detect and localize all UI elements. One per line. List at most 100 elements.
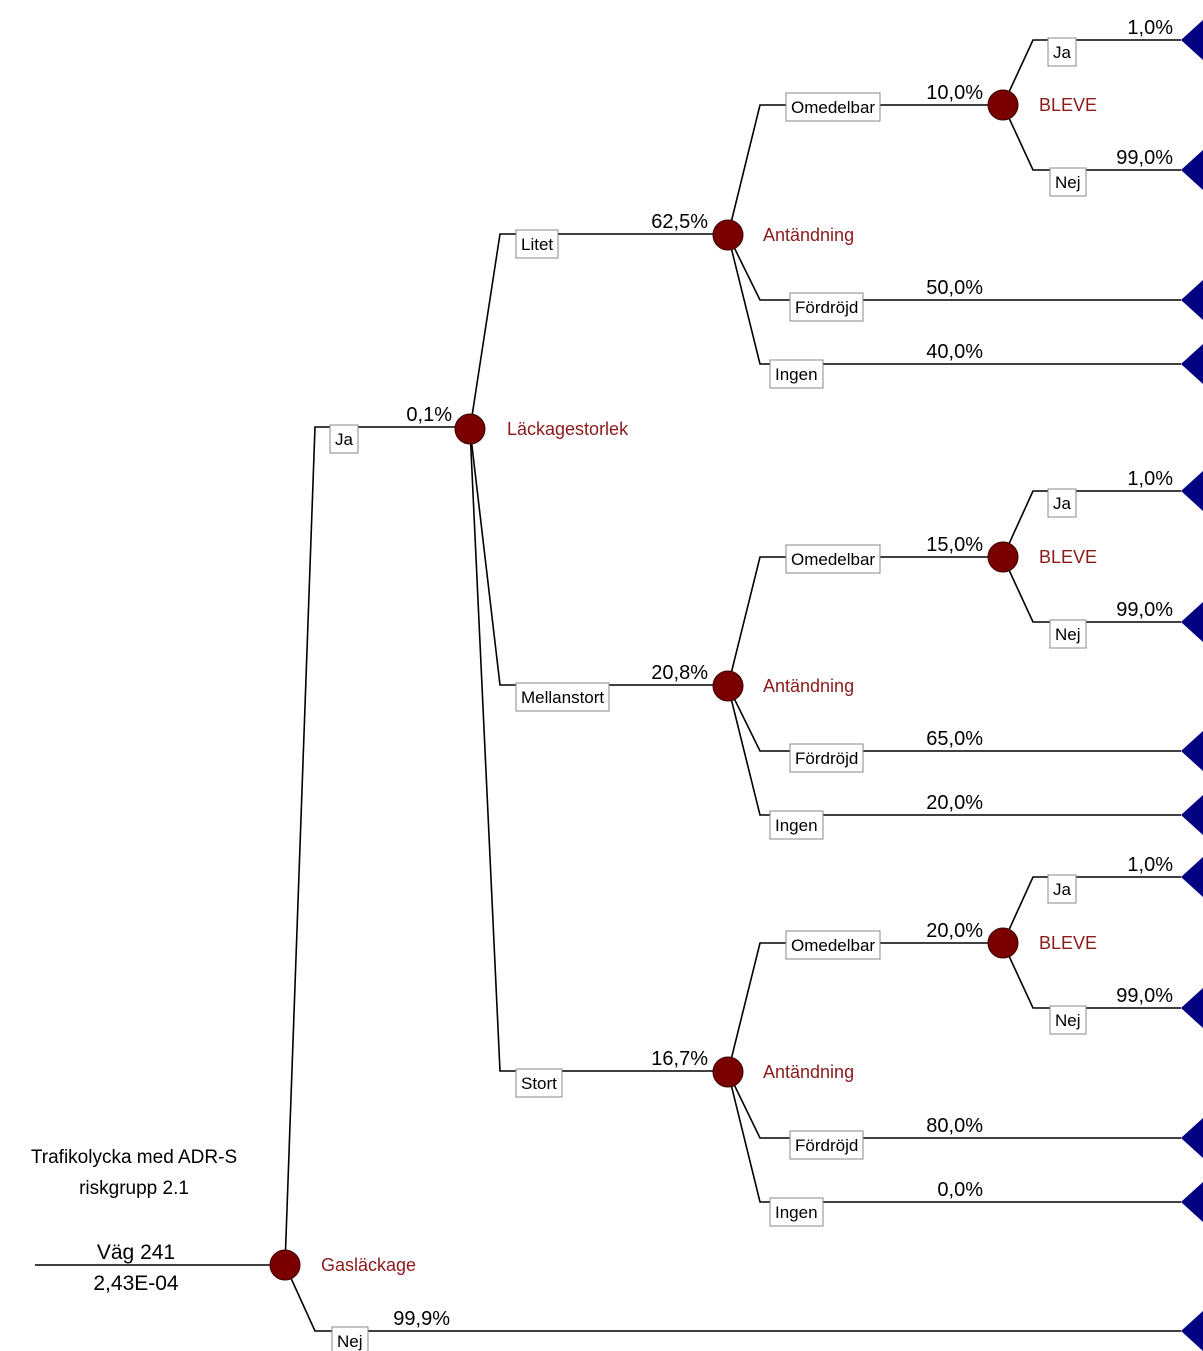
delayed-large-prob: 80,0% <box>926 1115 983 1137</box>
terminal-markers <box>1181 20 1203 1351</box>
leak-size-medium-line <box>469 428 516 686</box>
no-ignition-large-label-box <box>769 1197 824 1227</box>
immediate-large-label-box <box>785 930 881 960</box>
bleve-node-medium <box>987 541 1019 573</box>
leak-size-node <box>454 413 486 445</box>
leak-size-large-label: Stort <box>521 1074 557 1093</box>
terminal-bleve-no-large <box>1181 988 1203 1028</box>
bleve-no-small-label-box <box>1049 167 1087 197</box>
delayed-large-label: Fördröjd <box>795 1136 858 1155</box>
terminal-no-ignition-medium <box>1181 795 1203 835</box>
bleve-yes-small-prob: 1,0% <box>1127 17 1173 39</box>
bleve-yes-medium-label-box <box>1047 488 1077 518</box>
root-frequency: 2,43E-04 <box>93 1272 179 1295</box>
immediate-small-label-box <box>785 92 881 122</box>
leak-size-small-label-box <box>515 229 559 259</box>
no-ignition-small-prob: 40,0% <box>926 341 983 363</box>
gas-leak-no-label-box <box>331 1326 369 1351</box>
root-location: Väg 241 <box>97 1241 175 1264</box>
immediate-medium-line <box>727 556 786 687</box>
delayed-medium-label: Fördröjd <box>795 749 858 768</box>
bleve-yes-medium-prob: 1,0% <box>1127 468 1173 490</box>
branch-label-boxes <box>329 37 1087 1351</box>
gas-leak-node <box>269 1249 301 1281</box>
bleve-no-large-label-box <box>1049 1005 1087 1035</box>
delayed-large-line <box>727 1071 790 1139</box>
bleve-no-medium-prob: 99,0% <box>1116 599 1173 621</box>
ignition-node-label-medium: Antändning <box>763 676 854 696</box>
gas-leak-node-label: Gasläckage <box>321 1255 416 1275</box>
bleve-node-label-small: BLEVE <box>1039 95 1097 115</box>
tree-title-line2: riskgrupp 2.1 <box>79 1178 189 1199</box>
ignition-node-small <box>712 219 744 251</box>
immediate-medium-label: Omedelbar <box>791 550 875 569</box>
delayed-small-line <box>727 234 790 301</box>
bleve-node-large <box>987 927 1019 959</box>
gas-leak-no-label: Nej <box>337 1332 363 1351</box>
delayed-large-label-box <box>789 1130 864 1160</box>
bleve-yes-large-label: Ja <box>1053 880 1072 899</box>
terminal-delayed-medium <box>1181 731 1203 771</box>
delayed-medium-label-box <box>789 743 864 773</box>
delayed-small-label-box <box>789 292 864 322</box>
ignition-node-large <box>712 1056 744 1088</box>
delayed-medium-prob: 65,0% <box>926 728 983 750</box>
ignition-node-label-small: Antändning <box>763 225 854 245</box>
bleve-no-small-prob: 99,0% <box>1116 147 1173 169</box>
leak-size-large-label-box <box>515 1068 563 1098</box>
bleve-yes-small-label: Ja <box>1053 43 1072 62</box>
immediate-large-prob: 20,0% <box>926 920 983 942</box>
bleve-node-label-large: BLEVE <box>1039 933 1097 953</box>
no-ignition-medium-prob: 20,0% <box>926 792 983 814</box>
delayed-medium-line <box>727 685 790 752</box>
bleve-yes-small-label-box <box>1047 37 1077 67</box>
chance-nodes <box>269 89 1019 1281</box>
leak-size-small-label: Litet <box>521 235 553 254</box>
bleve-no-small-line <box>1002 104 1050 171</box>
leak-size-small-prob: 62,5% <box>651 211 708 233</box>
immediate-medium-label-box <box>785 544 881 574</box>
terminal-bleve-yes-medium <box>1181 471 1203 511</box>
bleve-yes-small-line <box>1002 39 1048 106</box>
terminal-delayed-small <box>1181 280 1203 320</box>
immediate-small-line <box>727 104 786 236</box>
bleve-yes-medium-line <box>1002 490 1048 558</box>
delayed-small-label: Fördröjd <box>795 298 858 317</box>
terminal-gas-leak-no <box>1181 1311 1203 1351</box>
bleve-yes-large-label-box <box>1047 874 1077 904</box>
immediate-large-label: Omedelbar <box>791 936 875 955</box>
terminal-no-ignition-large <box>1181 1182 1203 1222</box>
no-ignition-large-line <box>727 1071 770 1203</box>
no-ignition-medium-label-box <box>769 810 824 840</box>
bleve-no-medium-label-box <box>1049 619 1087 649</box>
bleve-yes-medium-label: Ja <box>1053 494 1072 513</box>
gas-leak-no-line <box>284 1264 332 1332</box>
bleve-no-small-label: Nej <box>1055 173 1081 192</box>
no-ignition-small-line <box>727 234 770 365</box>
text-labels: Trafikolycka med ADR-S riskgrupp 2.1 Väg 2… <box>31 17 1173 1351</box>
ignition-node-medium <box>712 670 744 702</box>
bleve-no-medium-label: Nej <box>1055 625 1081 644</box>
leak-size-medium-prob: 20,8% <box>651 662 708 684</box>
bleve-no-medium-line <box>1002 556 1050 623</box>
terminal-no-ignition-small <box>1181 344 1203 384</box>
gas-leak-yes-label-box <box>329 424 359 454</box>
leak-size-medium-label: Mellanstort <box>521 688 604 707</box>
no-ignition-medium-label: Ingen <box>775 816 818 835</box>
gas-leak-yes-prob: 0,1% <box>406 404 452 426</box>
leak-size-medium-label-box <box>515 682 610 712</box>
terminal-bleve-yes-small <box>1181 20 1203 60</box>
bleve-no-large-prob: 99,0% <box>1116 985 1173 1007</box>
bleve-no-large-line <box>1002 942 1050 1009</box>
immediate-medium-prob: 15,0% <box>926 534 983 556</box>
ignition-node-label-large: Antändning <box>763 1062 854 1082</box>
gas-leak-yes-label: Ja <box>335 430 354 449</box>
bleve-node-label-medium: BLEVE <box>1039 547 1097 567</box>
gas-leak-no-prob: 99,9% <box>393 1308 450 1330</box>
terminal-bleve-yes-large <box>1181 857 1203 897</box>
terminal-delayed-large <box>1181 1118 1203 1158</box>
gas-leak-yes-line <box>284 426 330 1266</box>
leak-size-node-label: Läckagestorlek <box>507 419 629 439</box>
tree-title-line1: Trafikolycka med ADR-S <box>31 1147 237 1168</box>
